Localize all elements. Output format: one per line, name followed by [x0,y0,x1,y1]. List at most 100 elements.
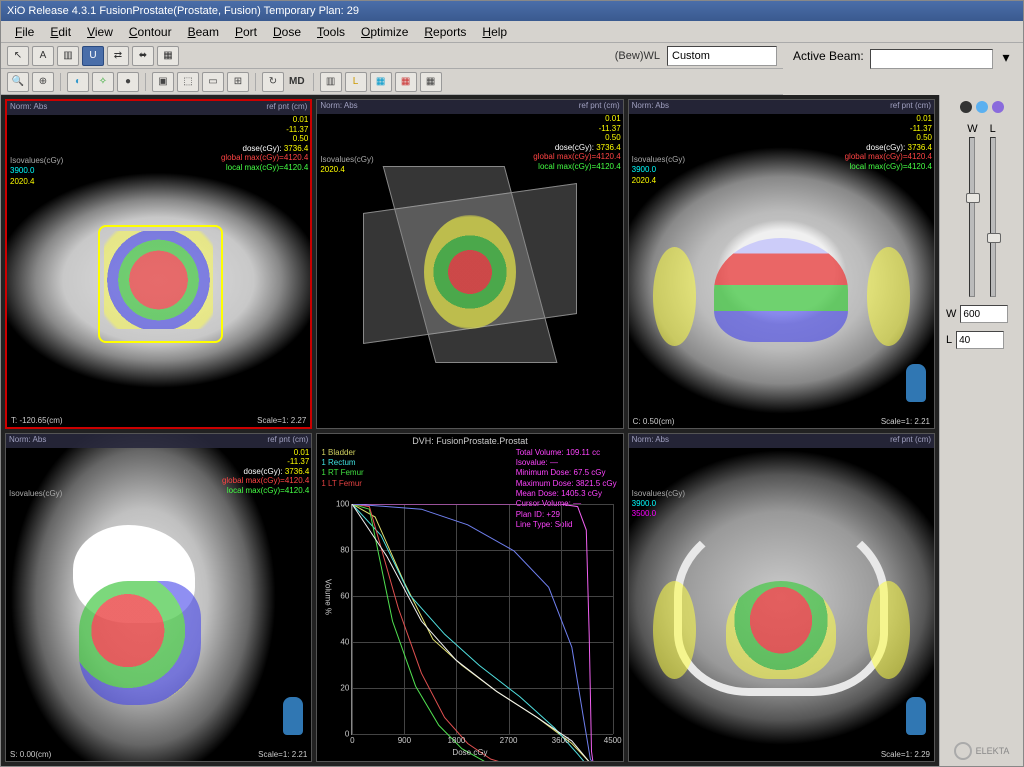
slice-pos: T: -120.65(cm) [11,416,63,425]
tool-pan-icon[interactable]: ⬌ [132,46,154,66]
menu-port[interactable]: Port [229,23,263,41]
norm-label: Norm: Abs [320,101,357,113]
tool-window-icon[interactable]: ▥ [57,46,79,66]
tool-u-icon[interactable]: U [82,46,104,66]
menu-file[interactable]: File [9,23,40,41]
orientation-icon [283,697,305,741]
slice-pos: S: 0.00(cm) [10,750,51,759]
dvh-x-title: Dose cGy [452,748,487,757]
view-coronal[interactable]: Norm: Abs ref pnt (cm) 0.01 -11.37 0.50 … [628,99,935,429]
toolbar-row: ↖ A ▥ U ⇄ ⬌ ▦ (Bew)WL 🔍 ⊕ ◐ ✧ ● ▣ ⬚ ▭ [1,43,1023,95]
slider-thumb[interactable] [966,193,980,203]
scale-label: Scale=1: 2.21 [881,417,930,426]
target-icon[interactable]: ⊕ [32,72,54,92]
dvh-legend-item: 1 LT Femur [321,479,363,489]
dvh-title: DVH: FusionProstate.Prostat [412,436,528,446]
refpnt-label: ref pnt (cm) [266,102,307,114]
active-beam-label: Active Beam: [793,49,864,63]
dvh-stat-row: Maximum Dose: 3821.5 cGy [516,479,617,489]
dvh-curve-white [352,504,595,763]
panel-mode-icons [946,101,1017,113]
rotate-icon[interactable]: ↻ [262,72,284,92]
menu-reports[interactable]: Reports [418,23,472,41]
tool-swap-icon[interactable]: ⇄ [107,46,129,66]
view-footer: C: 0.50(cm) Scale=1: 2.21 [629,415,934,428]
zoom-icon[interactable]: 🔍 [7,72,29,92]
menu-bar: File Edit View Contour Beam Port Dose To… [1,21,1023,43]
menu-tools[interactable]: Tools [311,23,351,41]
refpnt-label: ref pnt (cm) [267,435,308,447]
separator-icon [313,73,314,91]
dot-icon[interactable]: ● [117,72,139,92]
title-bar: XiO Release 4.3.1 FusionProstate(Prostat… [1,1,1023,21]
view-dvh[interactable]: DVH: FusionProstate.Prostat 1 Bladder1 R… [316,433,623,763]
tool-grid-icon[interactable]: ▦ [157,46,179,66]
layout-l-icon[interactable]: L [345,72,367,92]
dvh-legend-item: 1 RT Femur [321,468,363,478]
md-label[interactable]: MD [289,76,305,87]
menu-dose[interactable]: Dose [267,23,307,41]
vendor-logo: ELEKTA [946,742,1017,760]
view-header: Norm: Abs ref pnt (cm) [6,434,311,448]
wl-sliders: W L [946,123,1017,297]
view-sagittal[interactable]: Norm: Abs ref pnt (cm) 0.01 -11.37 dose(… [5,433,312,763]
slider-track[interactable] [969,137,975,297]
norm-label: Norm: Abs [632,435,669,447]
sparkle-icon[interactable]: ✧ [92,72,114,92]
contrast-icon[interactable]: ◐ [67,72,89,92]
scale-label: Scale=1: 2.27 [257,416,306,425]
mode-dot-icon[interactable] [976,101,988,113]
femur-overlay [653,581,696,679]
dvh-curves [352,504,612,763]
isovalues: Isovalues(cGy) 2020.4 [320,155,373,176]
view-axial[interactable]: Norm: Abs ref pnt (cm) 0.01 -11.37 0.50 … [5,99,312,429]
box4-icon[interactable]: ⊞ [227,72,249,92]
view-footer: Scale=1: 2.29 [629,748,934,761]
orientation-icon [906,364,928,408]
scale-label: Scale=1: 2.29 [881,750,930,759]
view-coronal-2[interactable]: Norm: Abs ref pnt (cm) Isovalues(cGy) 39… [628,433,935,763]
dvh-stat-row: Minimum Dose: 67.5 cGy [516,468,617,478]
dvh-curve-target [352,504,593,763]
refpnt-label: ref pnt (cm) [890,435,931,447]
layout3-icon[interactable]: ▦ [395,72,417,92]
chevron-down-icon[interactable]: ▾ [999,49,1013,66]
level-input[interactable] [956,331,1004,349]
viewport-grid: Norm: Abs ref pnt (cm) 0.01 -11.37 0.50 … [1,95,939,766]
window-input[interactable] [960,305,1008,323]
separator-icon [255,73,256,91]
view-3d[interactable]: Norm: Abs ref pnt (cm) 0.01 -11.37 0.50 … [316,99,623,429]
main-area: Norm: Abs ref pnt (cm) 0.01 -11.37 0.50 … [1,95,1023,766]
layout1-icon[interactable]: ▥ [320,72,342,92]
dvh-y-title: Volume % [323,579,332,615]
layout2-icon[interactable]: ▦ [370,72,392,92]
femur-overlay [653,247,696,345]
mode-dot-icon[interactable] [960,101,972,113]
femur-overlay [867,581,910,679]
norm-label: Norm: Abs [10,102,47,114]
tool-pointer-icon[interactable]: ↖ [7,46,29,66]
box3-icon[interactable]: ▭ [202,72,224,92]
dose-overlay [714,238,848,343]
view-stats: 0.01 -11.37 dose(cGy): 3736.4 global max… [222,448,309,496]
separator-icon [60,73,61,91]
active-beam-select[interactable] [870,49,993,69]
slider-thumb[interactable] [987,233,1001,243]
bw-select[interactable] [667,46,777,66]
dose-overlay [79,581,201,705]
slider-track[interactable] [990,137,996,297]
menu-edit[interactable]: Edit [44,23,77,41]
menu-optimize[interactable]: Optimize [355,23,414,41]
menu-beam[interactable]: Beam [182,23,225,41]
menu-view[interactable]: View [81,23,119,41]
menu-contour[interactable]: Contour [123,23,178,41]
view-header: Norm: Abs ref pnt (cm) [629,434,934,448]
layout4-icon[interactable]: ▦ [420,72,442,92]
tool-text-icon[interactable]: A [32,46,54,66]
box2-icon[interactable]: ⬚ [177,72,199,92]
menu-help[interactable]: Help [476,23,513,41]
logo-icon [954,742,972,760]
box1-icon[interactable]: ▣ [152,72,174,92]
norm-label: Norm: Abs [9,435,46,447]
mode-dot-icon[interactable] [992,101,1004,113]
